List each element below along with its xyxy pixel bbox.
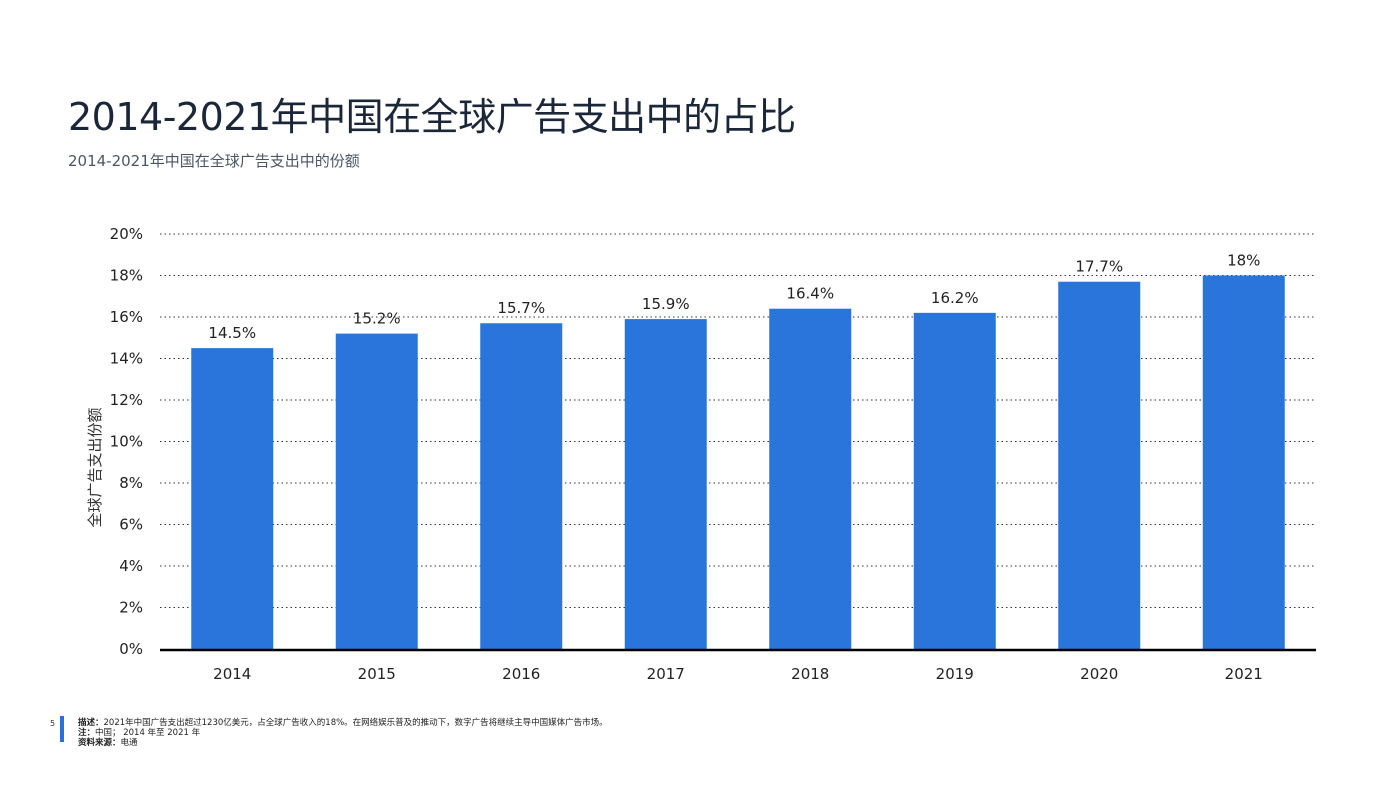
y-tick-label: 2% — [119, 599, 143, 617]
bar-data-label: 15.7% — [497, 299, 545, 317]
y-tick-label: 4% — [119, 557, 143, 575]
x-tick-label: 2017 — [647, 665, 685, 683]
source-label: 资料来源： — [78, 738, 121, 748]
x-tick-label: 2014 — [213, 665, 251, 683]
description-text: 2021年中国广告支出超过1230亿美元，占全球广告收入的18%。在网络娱乐普及… — [103, 718, 608, 728]
bar-data-label: 14.5% — [208, 324, 256, 342]
bar-data-label: 16.4% — [786, 285, 834, 303]
footer-notes: 描述：2021年中国广告支出超过1230亿美元，占全球广告收入的18%。在网络娱… — [78, 718, 608, 748]
x-tick-label: 2021 — [1225, 665, 1263, 683]
x-axis-ticks: 2014 2015 2016 2017 2018 2019 2020 2021 — [213, 665, 1263, 683]
bar — [335, 333, 418, 649]
bar — [480, 323, 563, 649]
note-text: 中国； 2014 年至 2021 年 — [95, 728, 201, 738]
bar-data-label: 15.9% — [642, 295, 690, 313]
page-title: 2014-2021年中国在全球广告支出中的占比 — [68, 95, 796, 139]
y-tick-label: 20% — [110, 225, 143, 243]
y-tick-label: 12% — [110, 391, 143, 409]
y-axis-label: 全球广告支出份额 — [86, 407, 104, 527]
footer-accent-bar — [60, 716, 64, 742]
y-axis-ticks: 0% 2% 4% 6% 8% 10% 12% 14% 16% 18% 20% — [110, 225, 143, 658]
y-tick-label: 6% — [119, 516, 143, 534]
data-labels: 14.5% 15.2% 15.7% 15.9% 16.4% 16.2% 17.7% 18% — [208, 252, 1260, 343]
bar-data-label: 15.2% — [353, 310, 401, 328]
bar-data-label: 16.2% — [931, 289, 979, 307]
bar — [1058, 281, 1141, 649]
footer-note: 注：中国； 2014 年至 2021 年 — [78, 728, 608, 738]
y-tick-label: 14% — [110, 350, 143, 368]
bar — [624, 319, 707, 649]
page-number: 5 — [50, 719, 56, 728]
x-tick-label: 2020 — [1080, 665, 1118, 683]
y-tick-label: 18% — [110, 267, 143, 285]
y-tick-label: 10% — [110, 433, 143, 451]
bar — [1202, 275, 1285, 649]
y-tick-label: 16% — [110, 308, 143, 326]
x-tick-label: 2018 — [791, 665, 829, 683]
y-tick-label: 8% — [119, 474, 143, 492]
bar — [191, 348, 274, 649]
y-tick-label: 0% — [119, 640, 143, 658]
bars — [191, 275, 1285, 649]
page-subtitle: 2014-2021年中国在全球广告支出中的份额 — [68, 152, 360, 170]
bar-data-label: 18% — [1227, 252, 1260, 270]
bar-data-label: 17.7% — [1075, 258, 1123, 276]
gridlines — [160, 233, 1316, 608]
footer-source: 资料来源：电通 — [78, 738, 608, 748]
x-tick-label: 2019 — [936, 665, 974, 683]
note-label: 注： — [78, 728, 96, 738]
bar — [769, 308, 852, 649]
x-tick-label: 2016 — [502, 665, 540, 683]
x-tick-label: 2015 — [358, 665, 396, 683]
description-label: 描述： — [78, 718, 104, 728]
source-text: 电通 — [120, 738, 138, 748]
footer-description: 描述：2021年中国广告支出超过1230亿美元，占全球广告收入的18%。在网络娱… — [78, 718, 608, 728]
bar — [913, 312, 996, 649]
